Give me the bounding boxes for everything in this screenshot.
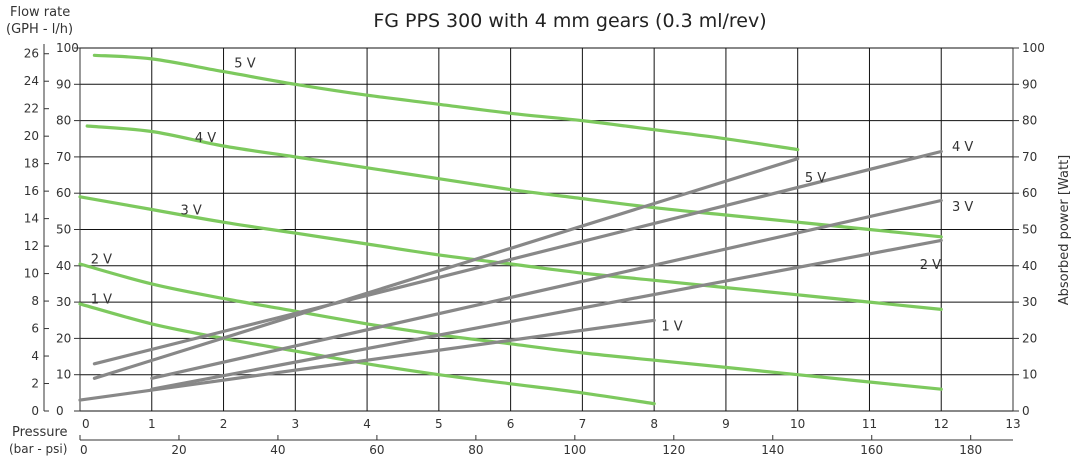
psi-tick-label: 40 bbox=[270, 443, 285, 457]
bar-tick-label: 3 bbox=[291, 417, 299, 431]
power-tick-label: 10 bbox=[1022, 368, 1037, 382]
power-curve-4v bbox=[92, 149, 943, 366]
power-curve-label: 5 V bbox=[805, 171, 826, 186]
flow-curve-3v bbox=[78, 195, 943, 311]
psi-tick-label: 80 bbox=[468, 443, 483, 457]
flow-curve-5v bbox=[92, 53, 800, 152]
bar-tick-label: 1 bbox=[148, 417, 156, 431]
flow-curve-4v bbox=[85, 124, 943, 239]
bar-tick-label: 0 bbox=[82, 417, 90, 431]
power-tick-label: 20 bbox=[1022, 331, 1037, 345]
lh-tick-label: 80 bbox=[56, 114, 71, 128]
flow-curve-1v bbox=[78, 302, 656, 406]
psi-tick-label: 120 bbox=[662, 443, 685, 457]
y-left-axis-label: Flow rate bbox=[10, 5, 70, 20]
flow-curve-label: 3 V bbox=[180, 204, 201, 219]
gph-tick-label: 26 bbox=[24, 47, 39, 61]
flow-curves bbox=[78, 53, 943, 406]
flow-curve-label: 5 V bbox=[234, 57, 255, 72]
power-curve-5v bbox=[92, 157, 800, 380]
axis-ticks: 0102030405060708090100024681012141618202… bbox=[24, 41, 1045, 457]
psi-tick-label: 20 bbox=[171, 443, 186, 457]
gph-tick-label: 16 bbox=[24, 184, 39, 198]
flow-curve-2v bbox=[78, 262, 943, 391]
lh-tick-label: 40 bbox=[56, 259, 71, 273]
lh-tick-label: 100 bbox=[56, 41, 79, 55]
psi-tick-label: 100 bbox=[563, 443, 586, 457]
power-tick-label: 100 bbox=[1022, 41, 1045, 55]
lh-tick-label: 60 bbox=[56, 186, 71, 200]
curve-labels: 5 V 4 V 3 V 2 V 1 V 4 V 5 V 3 V 2 V 1 V bbox=[91, 57, 974, 335]
lh-tick-label: 10 bbox=[56, 368, 71, 382]
power-tick-label: 60 bbox=[1022, 186, 1037, 200]
lh-tick-label: 20 bbox=[56, 331, 71, 345]
x-axis-units: (bar - psi) bbox=[9, 442, 67, 456]
flow-curve-label: 1 V bbox=[91, 292, 112, 307]
gph-tick-label: 12 bbox=[24, 239, 39, 253]
power-tick-label: 50 bbox=[1022, 223, 1037, 237]
power-tick-label: 30 bbox=[1022, 295, 1037, 309]
bar-tick-label: 10 bbox=[790, 417, 805, 431]
gph-tick-label: 0 bbox=[31, 404, 39, 418]
gph-tick-label: 4 bbox=[31, 349, 39, 363]
psi-tick-label: 180 bbox=[959, 443, 982, 457]
psi-tick-label: 60 bbox=[369, 443, 384, 457]
lh-tick-label: 70 bbox=[56, 150, 71, 164]
gph-tick-label: 8 bbox=[31, 294, 39, 308]
bar-tick-label: 2 bbox=[220, 417, 228, 431]
power-tick-label: 0 bbox=[1022, 404, 1030, 418]
power-curve-label: 4 V bbox=[952, 140, 973, 155]
gph-tick-label: 22 bbox=[24, 102, 39, 116]
bar-tick-label: 11 bbox=[862, 417, 877, 431]
psi-tick-label: 0 bbox=[80, 443, 88, 457]
power-curve-label: 1 V bbox=[661, 320, 682, 335]
lh-tick-label: 30 bbox=[56, 295, 71, 309]
power-curve-label: 2 V bbox=[920, 258, 941, 273]
gph-tick-label: 6 bbox=[31, 322, 39, 336]
bar-tick-label: 7 bbox=[579, 417, 587, 431]
bar-tick-label: 6 bbox=[507, 417, 515, 431]
gph-tick-label: 18 bbox=[24, 157, 39, 171]
lh-tick-label: 50 bbox=[56, 223, 71, 237]
bar-tick-label: 13 bbox=[1005, 417, 1020, 431]
power-curves bbox=[78, 149, 943, 402]
psi-tick-label: 140 bbox=[761, 443, 784, 457]
power-tick-label: 80 bbox=[1022, 114, 1037, 128]
power-tick-label: 90 bbox=[1022, 77, 1037, 91]
gph-tick-label: 20 bbox=[24, 129, 39, 143]
power-curve-1v bbox=[78, 318, 656, 402]
gph-tick-label: 24 bbox=[24, 74, 39, 88]
gph-tick-label: 10 bbox=[24, 267, 39, 281]
y-right-axis-label: Absorbed power [Watt] bbox=[1057, 155, 1072, 306]
bar-tick-label: 8 bbox=[650, 417, 658, 431]
gph-tick-label: 2 bbox=[31, 377, 39, 391]
power-tick-label: 40 bbox=[1022, 259, 1037, 273]
flow-curve-label: 2 V bbox=[91, 253, 112, 268]
power-curve-3v bbox=[150, 198, 943, 380]
power-tick-label: 70 bbox=[1022, 150, 1037, 164]
y-left-axis-units: (GPH - l/h) bbox=[6, 22, 73, 37]
bar-tick-label: 4 bbox=[363, 417, 371, 431]
flow-curve-label: 4 V bbox=[195, 131, 216, 146]
bar-tick-label: 12 bbox=[934, 417, 949, 431]
x-axis-label: Pressure bbox=[12, 425, 68, 440]
power-curve-2v bbox=[150, 238, 943, 391]
lh-tick-label: 0 bbox=[56, 404, 64, 418]
chart-title: FG PPS 300 with 4 mm gears (0.3 ml/rev) bbox=[373, 10, 766, 32]
bar-tick-label: 5 bbox=[435, 417, 443, 431]
bar-tick-label: 9 bbox=[722, 417, 730, 431]
power-curve-label: 3 V bbox=[952, 200, 973, 215]
gph-tick-label: 14 bbox=[24, 212, 39, 226]
lh-tick-label: 90 bbox=[56, 77, 71, 91]
psi-tick-label: 160 bbox=[860, 443, 883, 457]
